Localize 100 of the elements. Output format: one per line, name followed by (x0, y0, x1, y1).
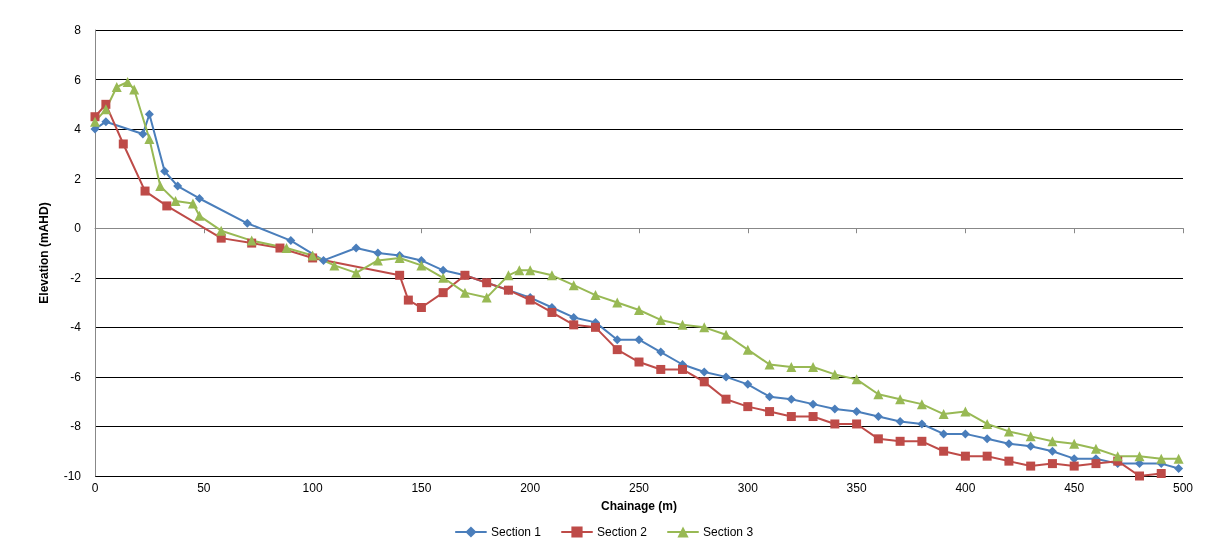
x-tick-label: 300 (737, 481, 759, 495)
y-axis-title: Elevation (mAHD) (37, 202, 51, 304)
point (634, 357, 644, 367)
point (1090, 443, 1101, 454)
point (403, 295, 413, 305)
point (438, 288, 448, 298)
y-tick-label: 2 (74, 171, 82, 186)
point (982, 434, 992, 444)
point (656, 347, 666, 357)
point (895, 436, 905, 446)
x-tick-label: 50 (197, 481, 211, 495)
point (1025, 431, 1036, 442)
point (173, 181, 183, 191)
point (187, 198, 198, 209)
point (503, 270, 514, 281)
x-tick-label: 0 (91, 481, 99, 495)
point (90, 116, 100, 127)
point (351, 267, 362, 278)
legend-label: Section 2 (596, 525, 648, 539)
point (194, 210, 205, 221)
point (808, 361, 819, 372)
point (438, 265, 448, 275)
x-tick-label: 500 (1172, 481, 1194, 495)
point (982, 451, 992, 461)
point (162, 201, 172, 211)
point (101, 117, 111, 127)
point (612, 297, 623, 308)
point (525, 265, 536, 276)
point (275, 243, 285, 253)
point (90, 112, 100, 122)
x-tick-label: 250 (628, 481, 650, 495)
point (634, 335, 644, 345)
point (960, 406, 971, 417)
point (916, 399, 927, 410)
point (786, 361, 797, 372)
legend-label: Section 1 (490, 525, 542, 539)
point (351, 243, 361, 253)
point (170, 195, 181, 206)
point (373, 248, 383, 258)
point (742, 344, 753, 355)
point (1026, 461, 1036, 471)
point (830, 419, 840, 429)
point (634, 304, 644, 315)
point (1004, 439, 1014, 449)
point (122, 77, 133, 88)
x-tick-label: 450 (1064, 481, 1085, 495)
point (1003, 426, 1014, 437)
y-tick-label: -2 (70, 270, 82, 285)
point (111, 81, 122, 92)
point (677, 319, 688, 330)
point (514, 265, 525, 276)
point (144, 134, 155, 145)
point (1069, 438, 1080, 449)
point (982, 418, 993, 429)
point (481, 292, 492, 303)
y-tick-label: -6 (70, 369, 82, 384)
point (395, 270, 405, 280)
point (699, 322, 710, 333)
y-tick-label: -8 (70, 419, 82, 434)
point (830, 404, 840, 414)
point (917, 419, 927, 429)
x-axis-title: Chainage (m) (600, 499, 678, 513)
point (851, 374, 862, 385)
point (852, 407, 862, 417)
point (678, 364, 688, 374)
point (873, 412, 883, 422)
point (160, 166, 170, 176)
x-tick-label: 100 (302, 481, 323, 495)
point (786, 412, 796, 422)
y-tick-label: -10 (63, 469, 82, 483)
point (655, 314, 666, 325)
point (765, 407, 775, 417)
point (873, 389, 884, 400)
point (764, 359, 775, 370)
y-tick-label: 6 (74, 72, 82, 87)
point (917, 436, 927, 446)
point (612, 345, 622, 355)
point (873, 434, 883, 444)
point (786, 394, 796, 404)
point (546, 270, 557, 281)
point (547, 307, 557, 317)
point (612, 335, 622, 345)
point (1004, 456, 1014, 466)
point (895, 416, 905, 426)
point (1047, 436, 1058, 447)
point (372, 255, 383, 266)
point (155, 181, 166, 192)
point (1174, 464, 1184, 474)
point (416, 260, 427, 271)
point (318, 255, 328, 265)
y-tick-label: -4 (70, 320, 82, 335)
legend-label: Section 3 (703, 525, 754, 539)
point (281, 243, 292, 254)
point (808, 399, 818, 409)
point (1156, 453, 1167, 464)
point (1091, 459, 1101, 469)
point (216, 225, 227, 236)
point (118, 139, 128, 149)
point (721, 394, 731, 404)
point (829, 369, 840, 380)
